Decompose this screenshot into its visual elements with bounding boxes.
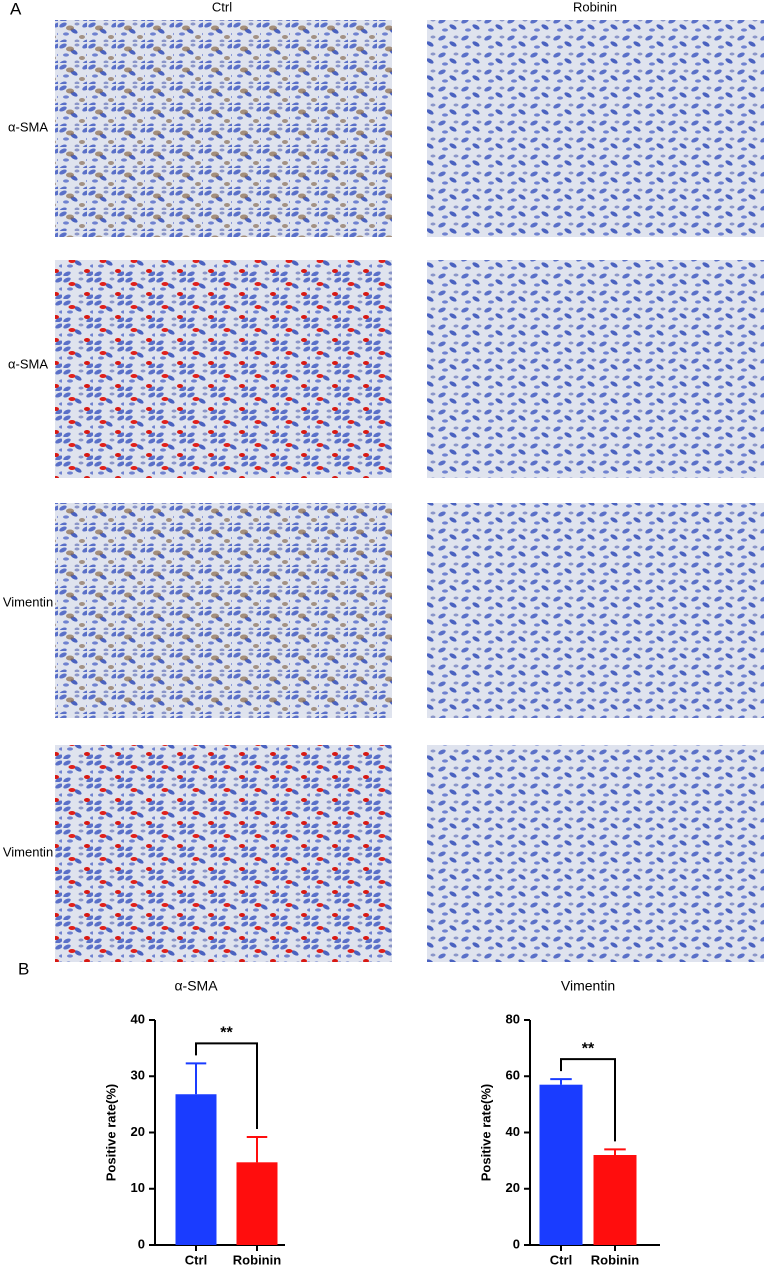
y-axis-label: Positive rate(%) (478, 1084, 493, 1182)
y-tick-label: 40 (131, 1011, 145, 1026)
row-label: Vimentin (3, 594, 53, 609)
error-bar (185, 1062, 207, 1095)
micrograph (55, 503, 392, 718)
y-tick-label: 80 (506, 1011, 520, 1026)
row-label: Vimentin (3, 844, 53, 859)
x-tick-label: Robinin (591, 1252, 639, 1267)
y-tick-label: 0 (138, 1236, 145, 1251)
column-label: Ctrl (212, 0, 232, 14)
y-tick-label: 10 (131, 1180, 145, 1195)
micrograph (427, 745, 764, 962)
y-tick-label: 30 (131, 1068, 145, 1083)
chart-title: α-SMA (174, 978, 218, 994)
significance-bracket (560, 1058, 616, 1142)
chart-title: Vimentin (561, 978, 615, 994)
micrograph (55, 260, 392, 478)
y-tick-label: 40 (506, 1124, 520, 1139)
row-label: α-SMA (8, 356, 48, 371)
x-tick-label: Robinin (233, 1252, 281, 1267)
micrograph (55, 20, 392, 237)
bar (236, 1162, 278, 1245)
bar (539, 1084, 583, 1245)
significance-label: ** (220, 1025, 233, 1042)
error-bar (550, 1078, 572, 1085)
y-tick-label: 20 (506, 1180, 520, 1195)
panel-label: B (18, 959, 29, 978)
bar (175, 1094, 217, 1245)
y-tick-label: 20 (131, 1124, 145, 1139)
significance-bracket (195, 1042, 258, 1129)
x-tick-label: Ctrl (550, 1252, 572, 1267)
micrograph (427, 260, 764, 478)
error-bar (604, 1148, 626, 1155)
error-bar (246, 1136, 268, 1163)
column-label: Robinin (573, 0, 617, 14)
y-tick-label: 60 (506, 1068, 520, 1083)
micrograph (55, 745, 392, 962)
y-tick-label: 0 (513, 1236, 520, 1251)
micrograph (427, 20, 764, 237)
y-axis-label: Positive rate(%) (103, 1084, 118, 1182)
x-tick-label: Ctrl (185, 1252, 207, 1267)
panel-label: A (10, 0, 22, 18)
micrograph (427, 503, 764, 718)
row-label: α-SMA (8, 119, 48, 134)
significance-label: ** (582, 1040, 595, 1057)
bar (593, 1155, 637, 1245)
